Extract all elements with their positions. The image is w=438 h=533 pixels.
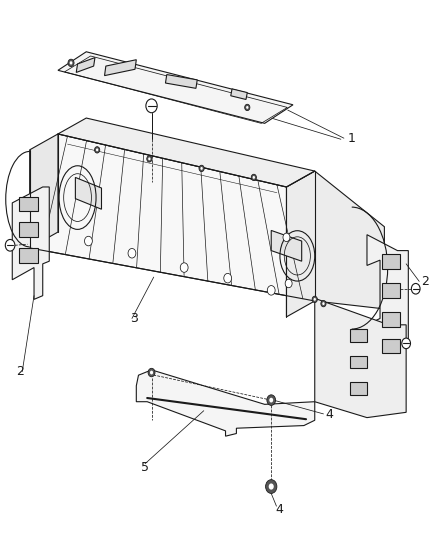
Polygon shape: [315, 298, 406, 418]
Polygon shape: [19, 248, 38, 263]
Circle shape: [96, 148, 98, 151]
Circle shape: [224, 273, 232, 283]
Text: 2: 2: [17, 365, 25, 378]
Polygon shape: [30, 134, 58, 248]
Text: 4: 4: [325, 408, 333, 421]
Polygon shape: [271, 230, 302, 261]
Circle shape: [312, 296, 318, 303]
Circle shape: [5, 239, 15, 251]
Circle shape: [199, 165, 204, 172]
Circle shape: [269, 398, 273, 402]
Circle shape: [253, 176, 255, 179]
Polygon shape: [58, 52, 293, 123]
Circle shape: [128, 248, 136, 258]
Polygon shape: [12, 187, 49, 300]
Circle shape: [268, 483, 274, 490]
Circle shape: [265, 480, 277, 494]
Polygon shape: [19, 197, 38, 212]
Polygon shape: [231, 89, 247, 100]
Circle shape: [246, 106, 248, 109]
Polygon shape: [382, 254, 399, 269]
Text: 4: 4: [276, 503, 283, 516]
Circle shape: [146, 99, 157, 113]
Polygon shape: [19, 222, 38, 237]
Polygon shape: [30, 134, 315, 301]
Polygon shape: [367, 235, 408, 362]
Polygon shape: [136, 370, 315, 436]
Polygon shape: [58, 118, 315, 187]
Polygon shape: [286, 171, 385, 317]
Circle shape: [321, 301, 326, 307]
Polygon shape: [350, 329, 367, 342]
Text: 1: 1: [347, 132, 355, 145]
Polygon shape: [382, 312, 399, 327]
Polygon shape: [166, 75, 197, 88]
Circle shape: [245, 104, 250, 111]
Circle shape: [70, 61, 72, 64]
Polygon shape: [382, 283, 399, 298]
Circle shape: [411, 284, 420, 294]
Circle shape: [148, 157, 151, 160]
Text: 2: 2: [421, 275, 429, 288]
Circle shape: [283, 233, 290, 241]
Circle shape: [95, 147, 100, 153]
Circle shape: [402, 338, 410, 349]
Circle shape: [201, 167, 203, 170]
Circle shape: [68, 59, 74, 67]
Circle shape: [85, 236, 92, 246]
Polygon shape: [350, 382, 367, 395]
Text: 3: 3: [130, 312, 138, 325]
Circle shape: [180, 263, 188, 272]
Circle shape: [150, 370, 153, 375]
Circle shape: [267, 286, 275, 295]
Text: 5: 5: [141, 461, 148, 474]
Polygon shape: [75, 177, 102, 209]
Polygon shape: [350, 356, 367, 368]
Circle shape: [322, 302, 325, 305]
Circle shape: [314, 298, 316, 301]
Polygon shape: [76, 58, 95, 72]
Polygon shape: [105, 60, 136, 76]
Polygon shape: [382, 338, 399, 353]
Circle shape: [251, 174, 256, 181]
Circle shape: [147, 156, 152, 162]
Circle shape: [267, 395, 276, 406]
Circle shape: [285, 279, 292, 288]
Circle shape: [148, 368, 155, 377]
